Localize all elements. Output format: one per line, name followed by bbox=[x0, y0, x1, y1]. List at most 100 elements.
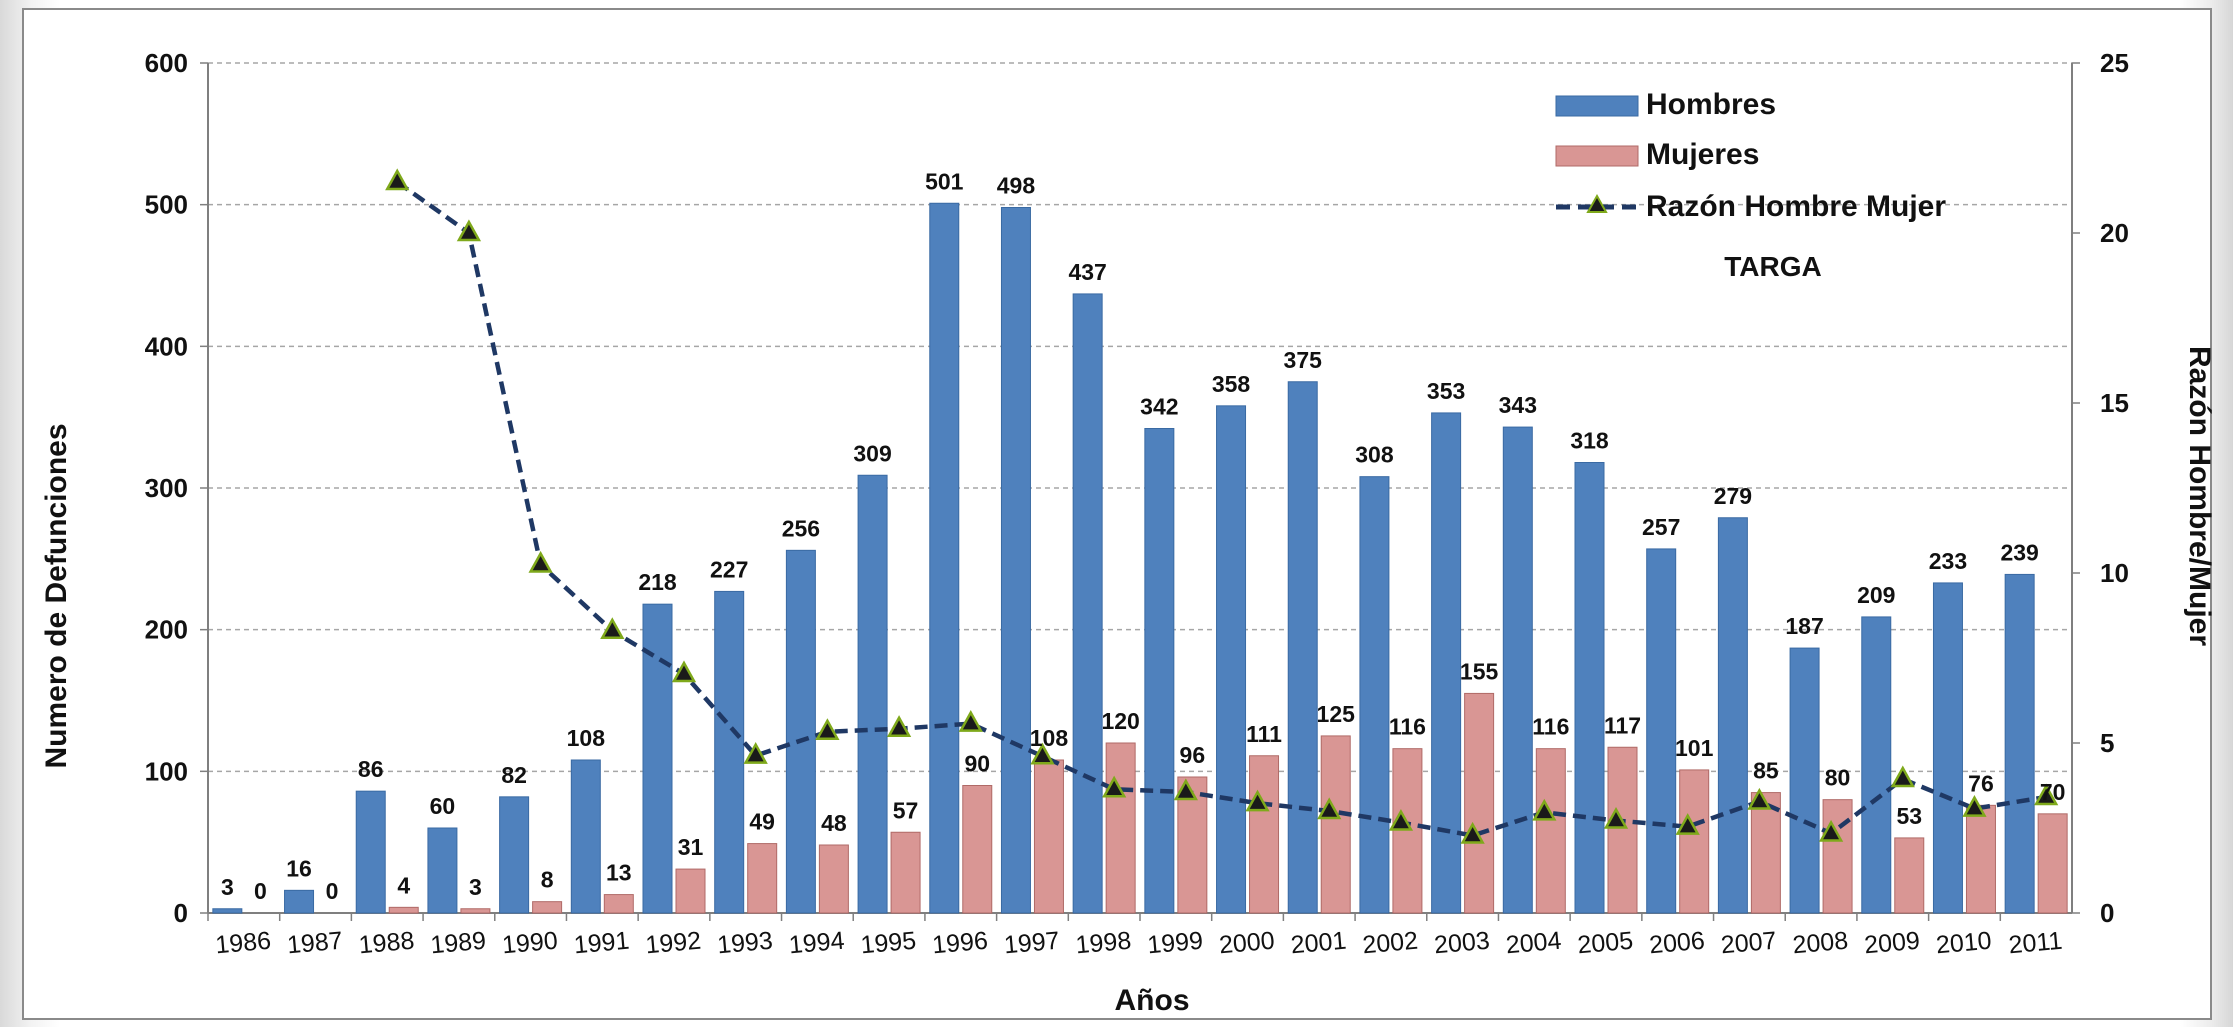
data-labels: 3 016086460382810813218312274925648309575… bbox=[221, 168, 2066, 904]
data-label-mujeres: 90 bbox=[964, 751, 990, 777]
targa-annotation: TARGA bbox=[1724, 251, 1821, 282]
data-label-hombres: 16 bbox=[286, 855, 312, 881]
data-label-mujeres: 31 bbox=[678, 834, 704, 860]
data-label-mujeres: 76 bbox=[1968, 770, 1994, 796]
legend-swatch-ratio-marker bbox=[1586, 193, 1608, 213]
ratio-marker bbox=[815, 718, 840, 741]
data-label-mujeres: 108 bbox=[1030, 725, 1069, 751]
y-tick-label: 400 bbox=[145, 331, 188, 361]
bar-mujeres bbox=[1894, 837, 1925, 914]
x-tick-label: 1995 bbox=[859, 927, 917, 960]
ratio-marker bbox=[1173, 778, 1198, 801]
x-tick-label: 1990 bbox=[501, 927, 559, 960]
legend: Hombres Mujeres Razón Hombre Mujer bbox=[1555, 88, 1946, 223]
data-label-mujeres: 57 bbox=[893, 797, 919, 823]
ratio-line-path bbox=[395, 180, 2047, 838]
data-label-hombres: 256 bbox=[782, 515, 820, 541]
data-label-mujeres: 4 bbox=[397, 872, 410, 898]
bar-mujeres bbox=[747, 843, 778, 914]
bar-mujeres bbox=[388, 906, 419, 914]
ratio-marker bbox=[1675, 813, 1700, 835]
x-tick-label: 2005 bbox=[1576, 927, 1634, 960]
bar-mujeres bbox=[675, 868, 706, 914]
bar-mujeres bbox=[1033, 759, 1064, 914]
data-label-mujeres: 70 bbox=[2040, 779, 2066, 805]
bar-hombres bbox=[284, 889, 315, 914]
data-label-mujeres: 85 bbox=[1753, 758, 1779, 784]
bar-mujeres bbox=[1392, 748, 1423, 914]
y2-tick-label: 10 bbox=[2100, 558, 2129, 588]
bar-mujeres bbox=[1320, 735, 1351, 914]
data-label-hombres: 108 bbox=[567, 725, 606, 751]
bar-mujeres bbox=[1464, 692, 1495, 914]
x-tick-label: 2007 bbox=[1720, 927, 1778, 960]
ratio-marker bbox=[456, 219, 482, 242]
bar-mujeres bbox=[1965, 804, 1996, 914]
data-label-hombres: 209 bbox=[1857, 582, 1895, 608]
bar-mujeres bbox=[603, 894, 634, 914]
x-tick-label: 1989 bbox=[429, 927, 487, 960]
data-label-hombres: 82 bbox=[501, 762, 527, 788]
x-tick-label: 1992 bbox=[644, 927, 702, 960]
ratio-marker bbox=[1388, 808, 1414, 831]
y2-tick-label: 20 bbox=[2100, 218, 2129, 248]
bar-hombres bbox=[642, 603, 673, 914]
ratio-marker bbox=[743, 742, 768, 764]
bars bbox=[212, 202, 2068, 914]
bar-mujeres bbox=[890, 831, 921, 914]
data-label-hombres: 187 bbox=[1785, 613, 1823, 639]
bar-hombres bbox=[785, 549, 816, 914]
data-label-mujeres: 0 bbox=[326, 878, 339, 904]
y2-axis-title: Razón Hombre/Mujer bbox=[2183, 346, 2216, 646]
data-label-mujeres: 8 bbox=[541, 867, 554, 893]
data-label-hombres: 375 bbox=[1284, 347, 1323, 373]
ratio-marker bbox=[1962, 795, 1987, 817]
ratio-marker bbox=[528, 550, 553, 573]
bar-mujeres bbox=[1679, 769, 1710, 914]
bar-hombres bbox=[499, 796, 530, 914]
data-label-hombres: 318 bbox=[1570, 428, 1609, 454]
y-tick-label: 600 bbox=[145, 48, 188, 78]
bar-mujeres bbox=[962, 785, 993, 914]
data-label-hombres: 227 bbox=[710, 556, 748, 582]
data-label-mujeres: 80 bbox=[1825, 765, 1851, 791]
ratio-marker bbox=[1747, 787, 1772, 810]
bar-mujeres bbox=[1750, 792, 1781, 914]
bar-hombres bbox=[857, 474, 888, 914]
bar-mujeres bbox=[2037, 813, 2068, 914]
data-label-hombres: 308 bbox=[1355, 442, 1394, 468]
legend-label-mujeres: Mujeres bbox=[1646, 138, 1759, 171]
y-tick-label: 0 bbox=[174, 898, 188, 928]
data-label-hombres: 218 bbox=[638, 569, 677, 595]
ratio-marker bbox=[1818, 819, 1844, 842]
y2-tick-label: 15 bbox=[2100, 388, 2129, 418]
data-label-hombres: 437 bbox=[1068, 259, 1106, 285]
bar-hombres bbox=[2004, 573, 2035, 914]
bar-hombres bbox=[1000, 207, 1031, 914]
bar-mujeres bbox=[1249, 755, 1280, 914]
bar-hombres bbox=[1216, 405, 1247, 914]
x-axis-title: Años bbox=[1115, 984, 1190, 1017]
x-tick-label: 1988 bbox=[358, 927, 416, 960]
ratio-marker bbox=[1890, 765, 1915, 788]
x-tick-label: 1986 bbox=[214, 927, 272, 960]
bar-mujeres bbox=[1607, 746, 1638, 914]
ratio-marker bbox=[1317, 797, 1342, 820]
bar-hombres bbox=[1789, 647, 1820, 914]
data-label-hombres: 279 bbox=[1714, 483, 1752, 509]
ratio-line bbox=[385, 168, 2059, 844]
x-tick-label: 1994 bbox=[788, 927, 846, 960]
x-tick-label: 1991 bbox=[573, 927, 631, 960]
bar-hombres bbox=[1072, 293, 1103, 914]
legend-label-hombres: Hombres bbox=[1646, 88, 1776, 121]
bar-hombres bbox=[1502, 426, 1533, 914]
bar-hombres bbox=[1932, 582, 1963, 914]
bar-hombres bbox=[427, 827, 458, 914]
data-label-mujeres: 116 bbox=[1389, 714, 1426, 740]
bar-hombres bbox=[1431, 412, 1462, 914]
bar-hombres bbox=[1574, 462, 1605, 914]
ratio-marker bbox=[1532, 798, 1557, 821]
y-axis-title: Numero de Defunciones bbox=[40, 423, 73, 768]
y-tick-label: 500 bbox=[145, 190, 188, 220]
